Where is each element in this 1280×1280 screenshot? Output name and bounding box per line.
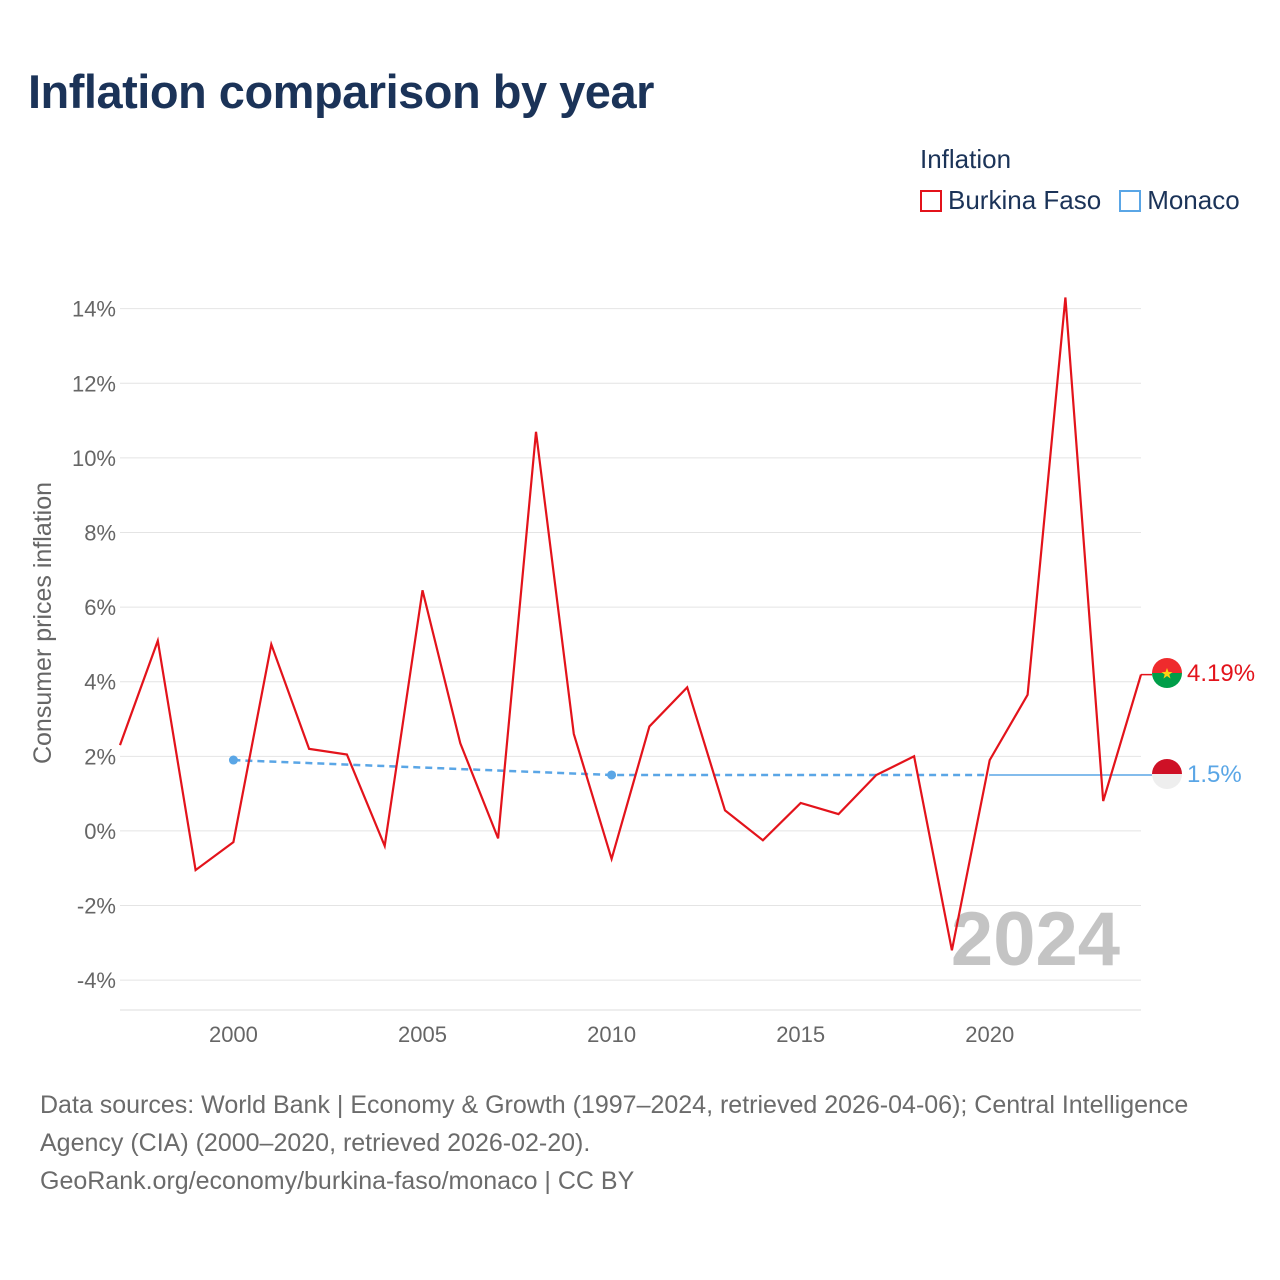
flag-burkina-faso-icon xyxy=(1152,658,1182,688)
y-tick-label: -2% xyxy=(77,894,116,919)
line-chart: -4% -2% 0% 2% 4% 6% 8% 10% 12% 14% 2000 2005 2010 201… xyxy=(29,297,1255,1047)
y-tick-label: 8% xyxy=(84,520,116,545)
legend-swatch-burkina-faso xyxy=(920,189,942,212)
legend-title: Inflation xyxy=(920,144,1012,174)
x-tick-label: 2015 xyxy=(776,1022,825,1047)
x-tick-label: 2020 xyxy=(965,1022,1014,1047)
legend-label-burkina-faso: Burkina Faso xyxy=(948,185,1102,215)
chart-title: Inflation comparison by year xyxy=(28,65,654,118)
legend: Burkina Faso Monaco xyxy=(920,185,1240,216)
series xyxy=(118,297,1152,951)
footer: Data sources: World Bank | Economy & Gro… xyxy=(40,1086,1240,1200)
y-tick-label: 10% xyxy=(72,446,116,471)
attribution-link[interactable]: GeoRank.org/economy/burkina-faso/monaco … xyxy=(40,1167,635,1195)
y-tick-label: 6% xyxy=(84,595,116,620)
legend-swatch-monaco xyxy=(1119,189,1142,212)
data-point-monaco[interactable] xyxy=(228,755,238,765)
year-watermark: 2024 xyxy=(951,897,1120,982)
data-sources: Data sources: World Bank | Economy & Gro… xyxy=(40,1091,1189,1157)
x-tick-label: 2010 xyxy=(587,1022,636,1047)
legend-item-monaco[interactable]: Monaco xyxy=(1119,185,1240,216)
y-tick-label: 0% xyxy=(84,819,116,844)
x-tick-label: 2005 xyxy=(398,1022,447,1047)
end-label-monaco: 1.5% xyxy=(1187,761,1242,788)
y-tick-label: 14% xyxy=(72,297,116,322)
legend-label-monaco: Monaco xyxy=(1147,185,1240,215)
x-tick-label: 2000 xyxy=(209,1022,258,1047)
series-line-burkina-faso xyxy=(118,297,1143,951)
axes: -4% -2% 0% 2% 4% 6% 8% 10% 12% 14% 2000 2005 2010 201… xyxy=(72,297,1141,1047)
y-tick-label: 4% xyxy=(84,670,116,695)
legend-item-burkina-faso[interactable]: Burkina Faso xyxy=(920,185,1101,216)
flag-monaco-icon xyxy=(1152,759,1182,789)
end-label-burkina-faso: 4.19% xyxy=(1187,660,1255,687)
gridlines xyxy=(120,308,1141,981)
y-tick-label: 2% xyxy=(84,744,116,769)
y-tick-label: -4% xyxy=(77,968,116,993)
y-tick-label: 12% xyxy=(72,371,116,396)
data-point-monaco[interactable] xyxy=(607,770,617,780)
y-axis-label: Consumer prices inflation xyxy=(29,482,57,764)
